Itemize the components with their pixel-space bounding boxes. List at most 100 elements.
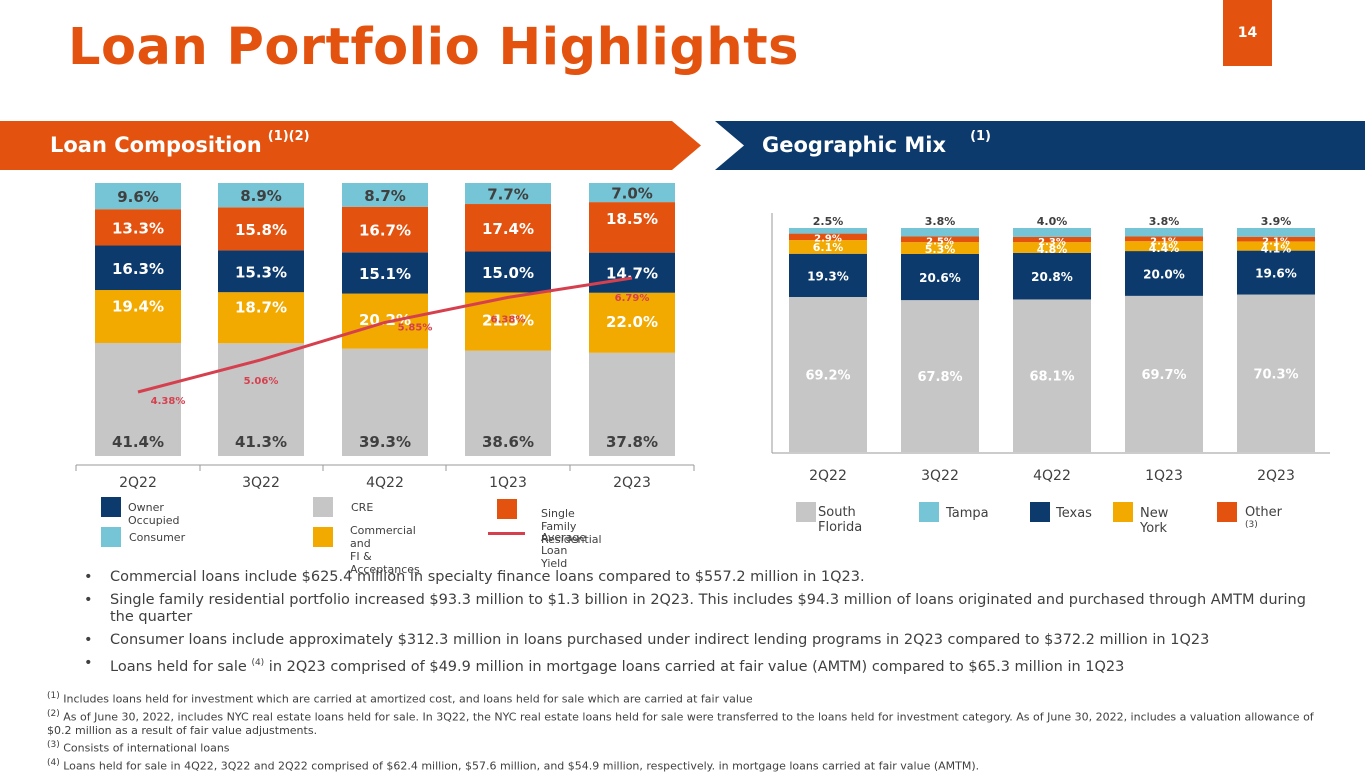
bullet-item: Consumer loans include approximately $31…: [78, 632, 1328, 649]
data-label-commercial-and-fi-acceptances: 22.0%: [606, 313, 658, 331]
data-label-new-york: 4.1%: [1261, 242, 1292, 255]
footnote: (3) Consists of international loans: [47, 738, 1317, 756]
legend-label-avg-yield: Average Loan Yield: [541, 531, 587, 570]
legend-swatch-owner-occupied: [101, 497, 121, 517]
bar-new-york-2q22: [789, 240, 867, 254]
data-label-consumer: 8.9%: [240, 187, 282, 205]
data-label-other: 2.9%: [814, 234, 842, 245]
bar-commercial-and-fi-acceptances-2q22: [95, 290, 181, 343]
bar-other-3q22: [901, 236, 979, 243]
page-title: Loan Portfolio Highlights: [68, 18, 799, 77]
x-tick-label: 4Q22: [1033, 468, 1071, 484]
loan-composition-chart: 41.4% 19.4% 16.3% 13.3% 9.6% 2Q22 41.3% 18.7% 15…: [75, 183, 695, 491]
data-label-owner-occupied: 15.0%: [482, 264, 534, 282]
yield-data-label: 4.38%: [151, 396, 186, 407]
x-tick-label: 3Q22: [921, 468, 959, 484]
bar-owner-occupied-2q23: [589, 252, 675, 293]
legend-label-single-family: Single Family Residential: [541, 507, 602, 546]
data-label-new-york: 4.8%: [1037, 243, 1068, 256]
bar-consumer-2q22: [95, 183, 181, 210]
data-label-single-family-residential: 17.4%: [482, 220, 534, 238]
bar-owner-occupied-4q22: [342, 252, 428, 294]
data-label-other: 2.1%: [1150, 237, 1178, 248]
bar-cre-4q22: [342, 348, 428, 456]
loan-composition-footnote-ref: (1)(2): [267, 129, 310, 144]
bar-cre-1q23: [465, 350, 551, 456]
bar-consumer-2q23: [589, 183, 675, 203]
bar-owner-occupied-1q23: [465, 251, 551, 293]
bar-texas-3q22: [901, 253, 979, 301]
data-label-other: 2.3%: [1038, 237, 1066, 248]
data-label-owner-occupied: 14.7%: [606, 265, 658, 283]
legend-label-owner-occupied: Owner Occupied: [128, 501, 180, 527]
legend-swatch-single-family: [497, 499, 517, 519]
data-label-texas: 20.8%: [1031, 270, 1073, 284]
legend-label-south-florida: South Florida: [818, 505, 863, 535]
bullet-item: Single family residential portfolio incr…: [78, 592, 1328, 626]
bar-texas-1q23: [1125, 251, 1203, 296]
data-label-tampa: 3.8%: [1149, 215, 1180, 228]
bar-new-york-4q22: [1013, 242, 1091, 253]
data-label-commercial-and-fi-acceptances: 21.3%: [482, 312, 534, 330]
x-tick-label: 2Q23: [1257, 468, 1295, 484]
bar-south-florida-2q22: [789, 296, 867, 452]
x-tick-label: 2Q23: [613, 475, 651, 491]
data-label-south-florida: 67.8%: [917, 370, 962, 385]
x-tick-label: 3Q22: [242, 475, 280, 491]
data-label-south-florida: 70.3%: [1253, 367, 1298, 382]
yield-data-label: 5.06%: [244, 376, 279, 387]
data-label-new-york: 6.1%: [813, 241, 844, 254]
bar-owner-occupied-3q22: [218, 250, 304, 293]
legend-swatch-commercial: [313, 527, 333, 547]
footnote: (1) Includes loans held for investment w…: [47, 689, 1317, 707]
legend-label-new-york: New York: [1140, 506, 1169, 536]
bar-other-4q22: [1013, 236, 1091, 243]
yield-data-label: 6.38%: [491, 314, 526, 325]
legend-swatch-south-florida: [796, 502, 816, 522]
data-label-cre: 39.3%: [359, 433, 411, 451]
bar-other-2q23: [1237, 236, 1315, 242]
x-tick-label: 2Q22: [809, 468, 847, 484]
footnote-marker: (1): [47, 691, 60, 701]
data-label-texas: 19.3%: [807, 269, 849, 283]
bullet-footnote-ref: (4): [251, 658, 265, 668]
legend-swatch-texas: [1030, 502, 1050, 522]
footnote-marker: (4): [47, 757, 60, 768]
x-tick-label: 4Q22: [366, 475, 404, 491]
footnote-text: Includes loans held for investment which…: [59, 692, 753, 706]
bar-south-florida-4q22: [1013, 299, 1091, 452]
data-label-texas: 19.6%: [1255, 267, 1297, 281]
footnote-marker: (3): [47, 740, 60, 751]
bar-owner-occupied-2q22: [95, 245, 181, 291]
bar-new-york-1q23: [1125, 241, 1203, 252]
data-label-south-florida: 69.7%: [1141, 368, 1186, 383]
bar-south-florida-2q23: [1237, 294, 1315, 452]
footnote-text: Consists of international loans: [59, 741, 230, 755]
data-label-other: 2.1%: [1262, 237, 1290, 248]
data-label-cre: 41.3%: [235, 433, 287, 451]
bar-tampa-2q23: [1237, 228, 1315, 237]
footnote-marker: (2): [47, 708, 60, 719]
data-label-cre: 38.6%: [482, 433, 534, 451]
bullet-text: Single family residential portfolio incr…: [110, 592, 1306, 625]
bar-other-2q22: [789, 233, 867, 241]
data-label-cre: 41.4%: [112, 433, 164, 451]
data-label-owner-occupied: 15.3%: [235, 263, 287, 281]
data-label-tampa: 3.8%: [925, 215, 956, 228]
bar-texas-4q22: [1013, 252, 1091, 300]
legend-label-other-sup: (3): [1245, 520, 1258, 530]
data-label-new-york: 4.4%: [1149, 242, 1180, 255]
bar-texas-2q23: [1237, 250, 1315, 295]
page-number: 14: [1223, 0, 1272, 66]
bar-single-family-residential-2q23: [589, 202, 675, 253]
bar-single-family-residential-1q23: [465, 204, 551, 252]
highlights-bullets: Commercial loans include $625.4 million …: [78, 569, 1328, 682]
data-label-commercial-and-fi-acceptances: 18.7%: [235, 299, 287, 317]
bar-commercial-and-fi-acceptances-2q23: [589, 292, 675, 353]
bar-consumer-3q22: [218, 183, 304, 208]
yield-data-label: 6.79%: [615, 293, 650, 304]
data-label-tampa: 4.0%: [1037, 215, 1068, 228]
bar-new-york-3q22: [901, 242, 979, 254]
legend-label-cre: CRE: [351, 501, 374, 514]
legend-swatch-cre: [313, 497, 333, 517]
